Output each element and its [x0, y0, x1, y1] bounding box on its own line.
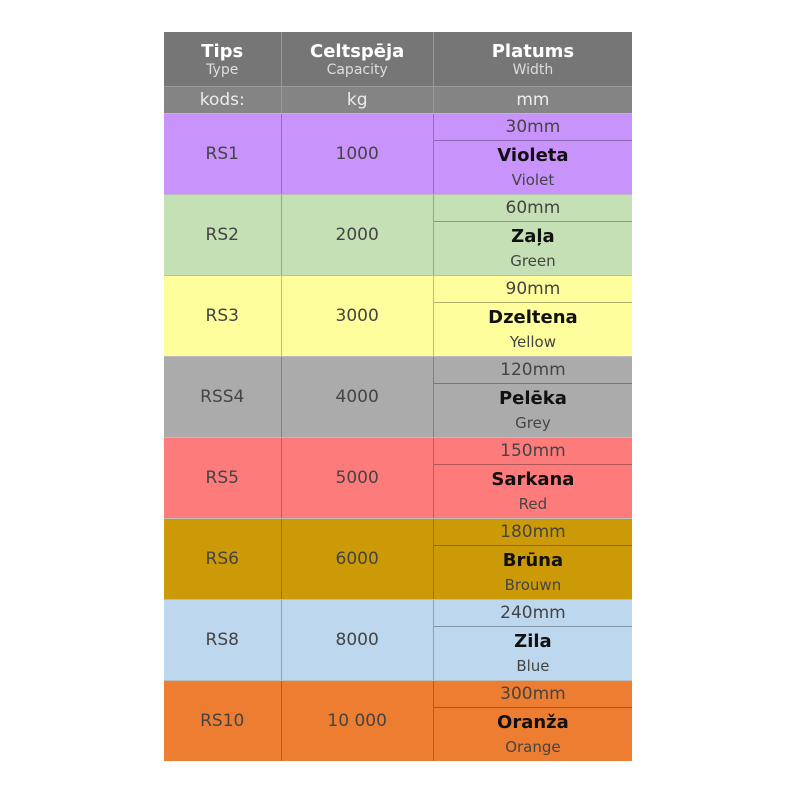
width-value: 30mm [433, 114, 632, 141]
header-title: Tips [201, 40, 244, 62]
width-value: 120mm [433, 357, 632, 384]
color-name: Violeta Violet [434, 141, 632, 194]
width-value: 240mm [433, 600, 632, 627]
color-name-lv: Violeta [497, 144, 569, 166]
color-name-lv: Dzeltena [488, 306, 578, 328]
color-name-en: Green [510, 251, 556, 270]
width-value: 180mm [433, 519, 632, 546]
capacity-cell: 6000 [282, 519, 434, 599]
header-subtitle: Type [206, 61, 239, 78]
header-units-row: kods: kg mm [164, 86, 632, 113]
color-name: Oranža Orange [434, 708, 632, 761]
capacity-cell: 8000 [282, 600, 434, 680]
header-capacity: Celtspēja Capacity [282, 32, 434, 86]
color-name-en: Brouwn [504, 575, 562, 594]
table-row: RS1 1000 30mm Violeta Violet [164, 113, 632, 194]
width-cell: 300mm Oranža Orange [433, 681, 632, 761]
type-cell: RS2 [164, 195, 282, 275]
width-cell: 60mm Zaļa Green [433, 195, 632, 275]
color-name-en: Red [518, 494, 548, 513]
capacity-cell: 4000 [282, 357, 434, 437]
capacity-cell: 2000 [282, 195, 434, 275]
color-name-en: Orange [505, 737, 561, 756]
color-name: Zila Blue [434, 627, 632, 680]
width-cell: 90mm Dzeltena Yellow [433, 276, 632, 356]
unit-capacity: kg [282, 87, 434, 113]
width-cell: 180mm Brūna Brouwn [433, 519, 632, 599]
type-cell: RS8 [164, 600, 282, 680]
type-cell: RSS4 [164, 357, 282, 437]
header-title: Celtspēja [310, 40, 405, 62]
capacity-cell: 1000 [282, 114, 434, 194]
type-cell: RS3 [164, 276, 282, 356]
width-cell: 150mm Sarkana Red [433, 438, 632, 518]
color-name: Sarkana Red [434, 465, 632, 518]
color-name-en: Grey [515, 413, 551, 432]
width-value: 300mm [433, 681, 632, 708]
sling-spec-table: Tips Type Celtspēja Capacity Platums Width … [164, 32, 632, 761]
color-name: Brūna Brouwn [434, 546, 632, 599]
color-name: Dzeltena Yellow [434, 303, 632, 356]
header-width: Platums Width [434, 32, 632, 86]
type-cell: RS1 [164, 114, 282, 194]
width-cell: 120mm Pelēka Grey [433, 357, 632, 437]
width-value: 90mm [433, 276, 632, 303]
table-row: RS10 10 000 300mm Oranža Orange [164, 680, 632, 761]
unit-type: kods: [164, 87, 282, 113]
table-row: RS5 5000 150mm Sarkana Red [164, 437, 632, 518]
color-name: Pelēka Grey [434, 384, 632, 437]
color-name-lv: Zaļa [511, 225, 555, 247]
color-name-lv: Sarkana [491, 468, 575, 490]
type-cell: RS6 [164, 519, 282, 599]
width-value: 60mm [433, 195, 632, 222]
color-name: Zaļa Green [434, 222, 632, 275]
width-cell: 240mm Zila Blue [433, 600, 632, 680]
width-cell: 30mm Violeta Violet [433, 114, 632, 194]
color-name-lv: Brūna [502, 549, 564, 571]
unit-width: mm [516, 90, 550, 110]
type-cell: RS10 [164, 681, 282, 761]
table-row: RS3 3000 90mm Dzeltena Yellow [164, 275, 632, 356]
table-row: RS6 6000 180mm Brūna Brouwn [164, 518, 632, 599]
table-row: RS2 2000 60mm Zaļa Green [164, 194, 632, 275]
color-name-en: Blue [516, 656, 550, 675]
table-row: RS8 8000 240mm Zila Blue [164, 599, 632, 680]
capacity-cell: 3000 [282, 276, 434, 356]
header-subtitle: Width [512, 61, 554, 78]
type-cell: RS5 [164, 438, 282, 518]
color-name-en: Violet [511, 170, 555, 189]
header-type: Tips Type [164, 32, 282, 86]
capacity-cell: 10 000 [282, 681, 434, 761]
color-name-lv: Oranža [497, 711, 569, 733]
table-row: RSS4 4000 120mm Pelēka Grey [164, 356, 632, 437]
color-name-lv: Zila [514, 630, 552, 652]
header-subtitle: Capacity [326, 61, 388, 78]
color-name-lv: Pelēka [498, 387, 567, 409]
color-name-en: Yellow [509, 332, 557, 351]
width-value: 150mm [433, 438, 632, 465]
capacity-cell: 5000 [282, 438, 434, 518]
header-row: Tips Type Celtspēja Capacity Platums Width [164, 32, 632, 86]
header-title: Platums [491, 40, 575, 62]
